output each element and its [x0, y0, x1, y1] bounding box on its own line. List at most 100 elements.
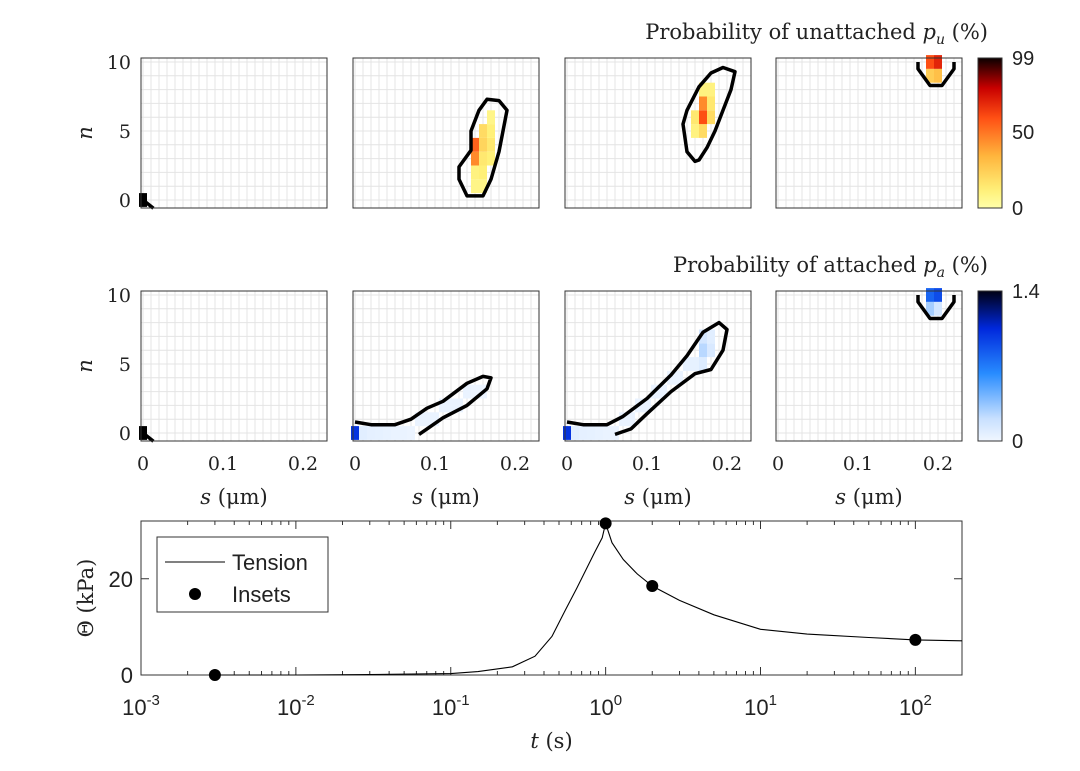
- heatmap-cell: [926, 68, 934, 83]
- x-tick-label: 0.2: [712, 453, 742, 475]
- colorbar-tick-label: 0: [1012, 431, 1023, 453]
- heatmap-cell: [699, 82, 707, 97]
- heatmap-panel-0-0: 0 5 10 n: [73, 52, 328, 212]
- panel-background: [776, 291, 962, 441]
- heatmap-cell: [471, 151, 479, 166]
- panel-frame: [564, 290, 752, 442]
- x-tick-base: 10: [432, 695, 456, 720]
- heatmap-cell: [383, 426, 391, 440]
- x-tick-base: 10: [122, 695, 146, 720]
- contour-line: [916, 295, 956, 321]
- contour-line: [354, 374, 493, 436]
- heatmap-cell: [359, 426, 367, 440]
- colorbar-tick-label: 1.4: [1012, 281, 1040, 303]
- x-tick-label: 10-2: [277, 692, 315, 720]
- attached-title: Probability of attached pa (%): [673, 253, 988, 281]
- heatmap-cell: [707, 329, 715, 344]
- y-axis-label: n: [73, 359, 97, 373]
- heatmap-cell: [471, 137, 479, 152]
- y-axis-label: Θ (kPa): [74, 559, 98, 638]
- heatmap-cell: [351, 426, 359, 440]
- heatmap-panel-1-1: 0 0.1 0.2 s (μm): [349, 290, 540, 509]
- x-axis-label-symbol: s: [835, 485, 846, 509]
- heatmap-cell: [707, 343, 715, 358]
- x-axis-label-symbol: s: [200, 485, 211, 509]
- panel-frame: [352, 57, 540, 209]
- heatmap-cell: [471, 384, 479, 399]
- heatmap-panel-1-0: 0 5 10 n 0 0.1 0.2 s (μm): [73, 285, 328, 509]
- heatmap-cell: [463, 384, 471, 399]
- heatmap-cell: [455, 398, 463, 413]
- panel-frame: [775, 57, 963, 209]
- contour-line: [141, 198, 155, 210]
- heatmap-cell: [934, 288, 942, 302]
- heatmap-cell: [487, 124, 495, 138]
- y-tick-label: 10: [107, 285, 131, 307]
- x-tick-exponent: -3: [147, 692, 160, 709]
- x-tick-label: 0.1: [843, 453, 873, 475]
- x-tick-label: 10-1: [432, 692, 470, 720]
- colorbar-tick-label: 50: [1012, 122, 1034, 144]
- legend: Tension Insets: [156, 536, 329, 613]
- panel-frame: [564, 57, 752, 209]
- heatmap-panels: 0 5 10 n 0 5 10 n 0 0.1 0.2 s (μm) 0 0.1 0.2 s (μm) 0 0.1…: [73, 52, 963, 509]
- heatmap-cell: [399, 426, 407, 440]
- x-tick-base: 10: [277, 695, 301, 720]
- heatmap-cell: [563, 426, 571, 440]
- heatmap-cell: [391, 426, 399, 440]
- heatmap-cell: [587, 426, 595, 440]
- x-tick-label: 0: [772, 453, 784, 475]
- x-axis-label: s (μm): [835, 485, 902, 509]
- panel-background: [776, 58, 962, 208]
- heatmap-cell: [934, 55, 942, 69]
- heatmap-cell: [707, 82, 715, 97]
- x-tick-base: 10: [589, 695, 613, 720]
- x-axis-label-symbol: t: [530, 729, 539, 753]
- heatmap-cell: [415, 412, 423, 427]
- legend-entry-tension: Tension: [232, 550, 308, 575]
- contour-line: [141, 431, 155, 443]
- colorbar-tick-label: 0: [1012, 198, 1023, 220]
- x-axis-label-unit: (s): [539, 729, 573, 753]
- heatmap-cell: [487, 110, 495, 125]
- inset-marker: [646, 579, 659, 592]
- contour-line: [681, 65, 737, 164]
- x-axis-label-unit: (μm): [635, 485, 692, 509]
- heatmap-cell: [643, 398, 651, 413]
- x-axis-label: s (μm): [412, 485, 479, 509]
- panel-frame: [352, 290, 540, 442]
- x-tick-base: 10: [744, 695, 768, 720]
- heatmap-cell: [479, 151, 487, 166]
- heatmap-cell: [699, 357, 707, 371]
- heatmap-cell: [675, 370, 683, 385]
- heatmap-cell: [934, 68, 942, 83]
- panel-frame: [775, 290, 963, 442]
- heatmap-cell: [926, 55, 934, 69]
- heatmap-cell: [699, 96, 707, 111]
- panel-background: [141, 58, 327, 208]
- heatmap-panel-1-2: 0 0.1 0.2 s (μm): [561, 290, 752, 509]
- x-tick-label: 0.1: [208, 453, 238, 475]
- contour-line: [566, 320, 729, 437]
- x-axis-label-unit: (μm): [423, 485, 480, 509]
- x-axis-label-unit: (μm): [211, 485, 268, 509]
- legend-marker-swatch: [189, 588, 201, 600]
- heatmap-cell: [487, 137, 495, 152]
- x-tick-label: 0: [561, 453, 573, 475]
- unattached-title: Probability of unattached pu (%): [645, 20, 988, 48]
- y-axis-label: n: [73, 126, 97, 140]
- heatmap-cell: [926, 301, 934, 316]
- panel-background: [565, 58, 751, 208]
- heatmap-cell: [471, 165, 479, 180]
- heatmap-cell: [627, 412, 635, 427]
- heatmap-cell: [407, 426, 415, 440]
- heatmap-panel-0-2: [564, 57, 752, 209]
- x-tick-label: 0.1: [420, 453, 450, 475]
- contour-line: [457, 97, 509, 198]
- x-axis-label-symbol: s: [412, 485, 423, 509]
- heatmap-cell: [479, 137, 487, 152]
- heatmap-cell: [934, 301, 942, 316]
- x-tick-label: 0: [349, 453, 361, 475]
- panel-background: [353, 291, 539, 441]
